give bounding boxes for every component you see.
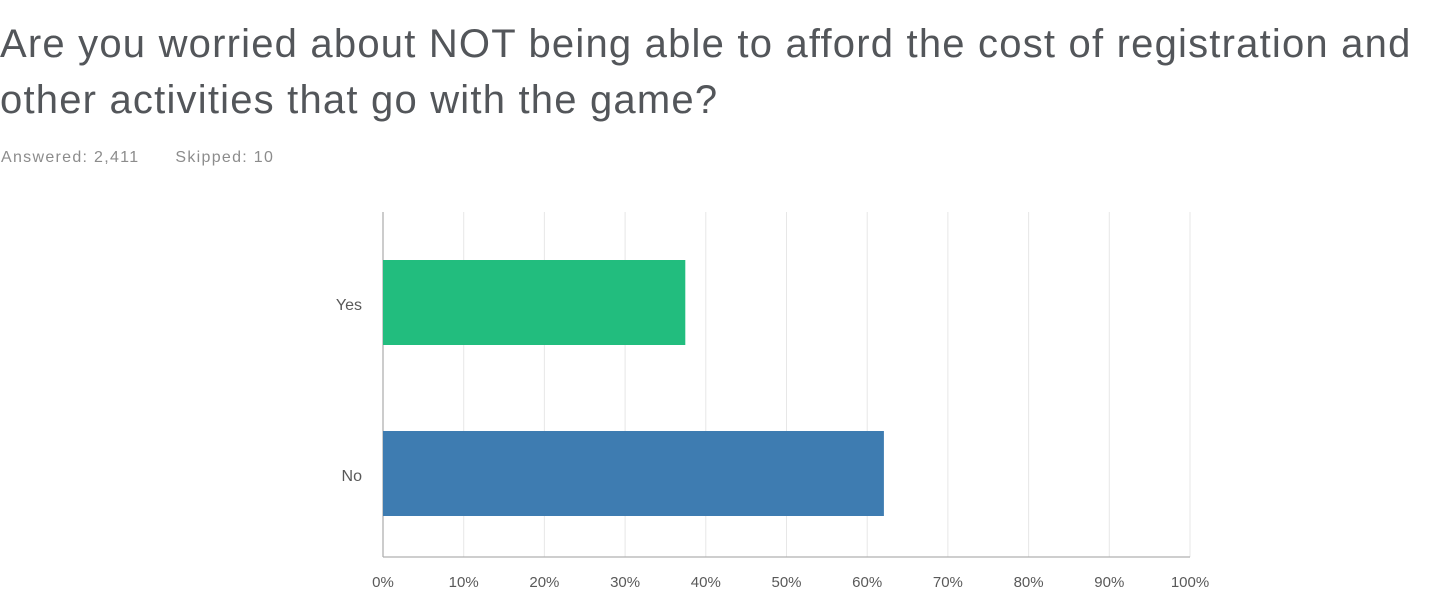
- svg-text:70%: 70%: [933, 574, 963, 591]
- svg-text:10%: 10%: [449, 574, 479, 591]
- svg-text:50%: 50%: [771, 574, 801, 591]
- svg-text:60%: 60%: [852, 574, 882, 591]
- svg-text:Yes: Yes: [336, 297, 362, 314]
- svg-text:20%: 20%: [529, 574, 559, 591]
- svg-text:0%: 0%: [372, 574, 394, 591]
- svg-text:100%: 100%: [1171, 574, 1209, 591]
- svg-text:90%: 90%: [1094, 574, 1124, 591]
- svg-text:80%: 80%: [1014, 574, 1044, 591]
- svg-text:30%: 30%: [610, 574, 640, 591]
- svg-text:40%: 40%: [691, 574, 721, 591]
- svg-text:No: No: [342, 468, 363, 485]
